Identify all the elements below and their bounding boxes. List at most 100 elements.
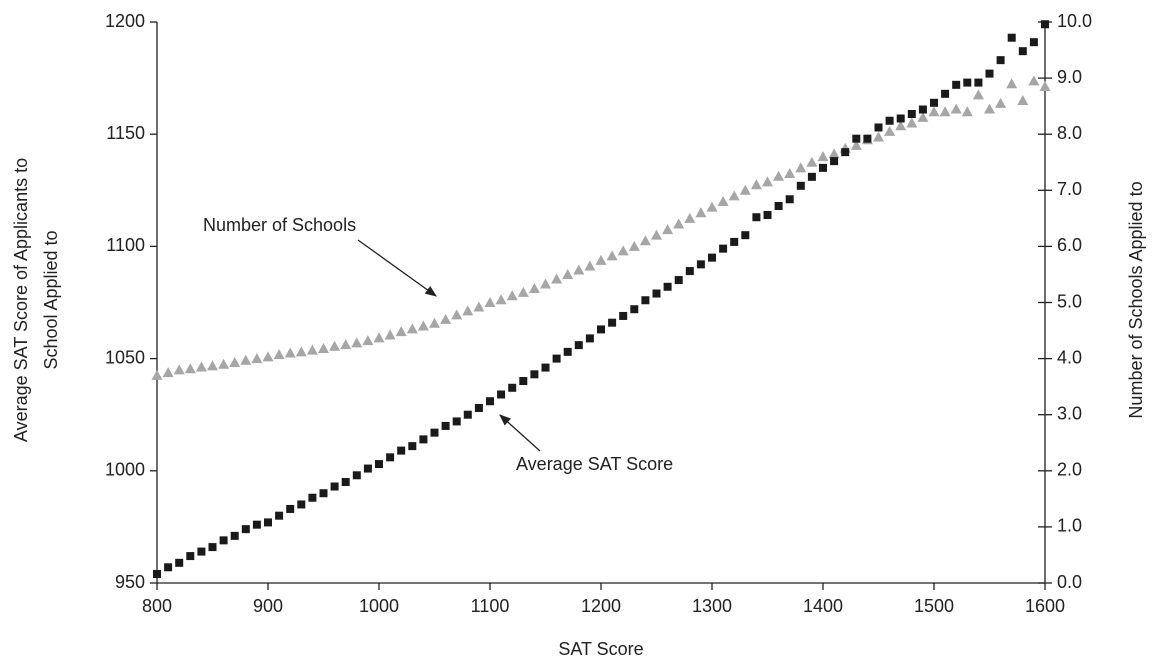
square-marker [785, 195, 794, 204]
triangle-marker [972, 89, 984, 100]
square-marker [486, 397, 494, 406]
triangle-marker [995, 97, 1007, 108]
square-marker [186, 552, 195, 561]
x-tick-label: 1300 [692, 596, 732, 616]
y2-tick-label: 7.0 [1057, 179, 1082, 199]
triangle-marker [917, 111, 929, 122]
square-marker [996, 56, 1005, 65]
x-tick-label: 1200 [581, 596, 621, 616]
square-marker [963, 78, 972, 87]
triangle-marker [195, 361, 207, 372]
square-marker [541, 363, 550, 372]
square-marker [930, 98, 938, 107]
square-marker [841, 148, 850, 157]
square-marker [452, 417, 461, 426]
triangle-marker [362, 335, 374, 346]
square-marker [819, 163, 827, 172]
square-marker [197, 547, 206, 556]
square-marker [497, 390, 506, 399]
triangle-marker [284, 347, 296, 358]
x-axis-label: SAT Score [558, 639, 643, 659]
y2-tick-label: 4.0 [1057, 347, 1082, 367]
triangle-marker [162, 367, 174, 378]
triangle-marker [484, 297, 496, 307]
square-marker [896, 114, 905, 123]
square-marker [874, 123, 883, 132]
square-marker [208, 543, 217, 552]
y-tick-label: 1150 [106, 123, 145, 143]
square-marker [352, 471, 361, 480]
x-tick-label: 1000 [359, 596, 399, 616]
triangle-marker [240, 354, 252, 365]
triangle-marker [628, 240, 640, 251]
triangle-marker [884, 125, 896, 136]
square-marker [752, 213, 761, 222]
triangle-marker [762, 176, 773, 187]
square-marker [308, 493, 317, 502]
triangle-marker [417, 320, 429, 331]
square-marker [153, 570, 161, 579]
triangle-marker [329, 340, 341, 351]
triangle-marker [1028, 75, 1040, 86]
square-marker [907, 110, 916, 119]
square-marker [885, 116, 894, 125]
triangle-marker [817, 151, 829, 162]
square-marker [652, 289, 661, 298]
square-marker [264, 518, 272, 527]
square-marker [719, 244, 728, 253]
square-marker [1018, 47, 1027, 56]
square-marker [641, 296, 650, 305]
y2-tick-label: 10.0 [1057, 11, 1092, 31]
triangle-marker [451, 309, 463, 320]
square-marker [807, 172, 816, 181]
square-marker [674, 276, 683, 285]
triangle-marker [340, 339, 352, 350]
triangle-marker [251, 353, 263, 364]
square-marker [386, 453, 395, 462]
triangle-marker [273, 349, 285, 360]
annotation: Average SAT Score [516, 454, 673, 474]
triangle-marker [151, 369, 163, 380]
triangle-marker [295, 346, 307, 357]
square-marker [275, 511, 284, 520]
square-marker [1041, 20, 1049, 29]
x-tick-label: 900 [253, 596, 283, 616]
annotation: Number of Schools [203, 215, 356, 235]
triangle-marker [651, 229, 662, 240]
triangle-marker [306, 344, 318, 355]
square-marker [519, 377, 528, 386]
triangle-marker [717, 196, 729, 207]
square-marker [286, 504, 295, 513]
square-marker [363, 464, 372, 473]
x-tick-label: 1100 [471, 596, 510, 616]
triangle-marker [706, 201, 718, 212]
square-marker [330, 482, 339, 491]
y-tick-label: 1000 [105, 460, 145, 480]
triangle-marker [406, 323, 418, 334]
triangle-marker [617, 245, 629, 256]
triangle-marker [873, 131, 884, 142]
square-marker [241, 525, 250, 534]
triangle-marker [906, 117, 918, 128]
triangle-marker [551, 273, 563, 284]
triangle-marker [961, 106, 973, 117]
x-tick-label: 1600 [1025, 596, 1065, 616]
triangle-marker [739, 184, 751, 195]
square-marker [530, 370, 539, 379]
square-marker [796, 181, 805, 190]
square-marker [441, 421, 450, 430]
square-marker [852, 134, 861, 143]
square-marker [408, 442, 417, 451]
y-tick-label: 1100 [106, 235, 145, 255]
square-marker [608, 318, 617, 327]
triangle-marker [773, 170, 785, 181]
triangle-marker [639, 235, 651, 246]
triangle-marker [318, 343, 329, 354]
triangle-marker [662, 224, 674, 235]
triangle-marker [673, 218, 685, 229]
triangle-marker [462, 305, 474, 316]
triangle-marker [1017, 95, 1029, 106]
y2-tick-label: 6.0 [1057, 235, 1082, 255]
square-marker [1029, 38, 1038, 47]
triangle-marker [806, 156, 818, 167]
